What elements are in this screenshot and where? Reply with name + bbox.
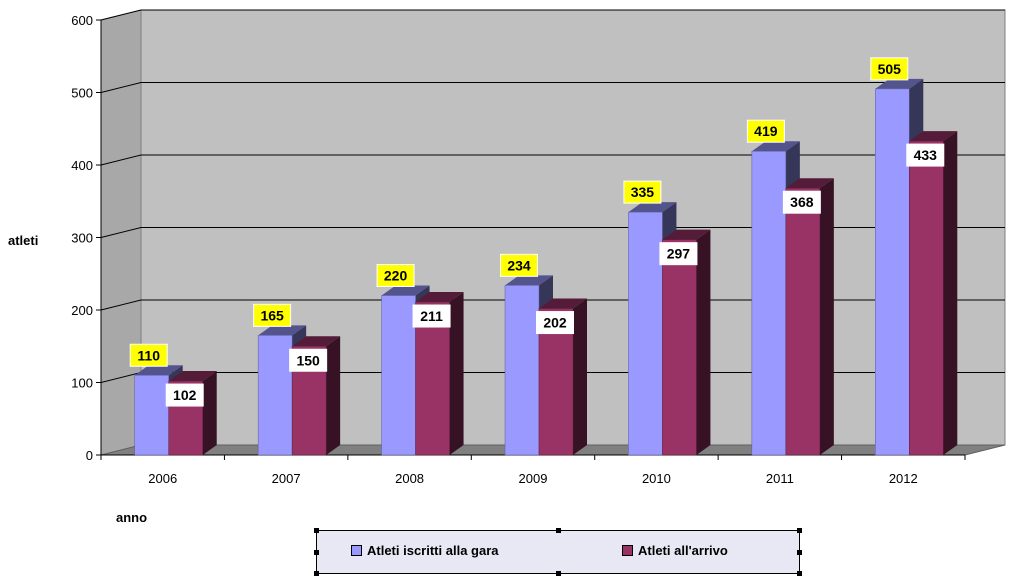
resize-handle[interactable] (797, 571, 802, 576)
bar-arrivo-top (539, 298, 587, 309)
data-label-arrivo-bg (412, 304, 451, 328)
resize-handle[interactable] (556, 528, 561, 533)
bar-arrivo-top (909, 131, 958, 142)
data-label-arrivo: 202 (543, 315, 567, 331)
data-label-arrivo-bg (165, 383, 204, 407)
bar-arrivo (785, 187, 821, 456)
gridline (100, 227, 1005, 238)
data-label-arrivo-bg (659, 242, 698, 266)
data-label-iscritti: 220 (384, 268, 408, 284)
resize-handle[interactable] (314, 528, 319, 533)
x-tick-label: 2012 (889, 471, 918, 486)
bar-iscritti (751, 150, 787, 456)
resize-handle[interactable] (556, 571, 561, 576)
bar-iscritti-top (628, 202, 677, 213)
bar-iscritti (257, 335, 293, 456)
y-tick-label: 600 (71, 13, 93, 28)
y-tick-label: 0 (86, 448, 93, 463)
resize-handle[interactable] (797, 528, 802, 533)
x-axis-title: anno (116, 510, 147, 525)
legend-swatch-arrivo (622, 545, 633, 556)
gridline (100, 154, 1005, 166)
bar-arrivo (909, 140, 944, 456)
bar-iscritti-top (751, 141, 800, 152)
y-tick-label: 300 (71, 231, 93, 246)
bar-iscritti (504, 285, 540, 456)
resize-handle[interactable] (797, 550, 802, 555)
data-label-arrivo-bg (289, 348, 328, 372)
bar-iscritti (134, 375, 169, 456)
data-label-arrivo: 150 (296, 352, 320, 368)
bar-arrivo-side (696, 229, 711, 455)
x-tick-label: 2008 (395, 471, 424, 486)
data-label-iscritti-bg (870, 57, 909, 81)
legend-swatch-iscritti (351, 545, 362, 556)
data-label-arrivo: 102 (173, 387, 197, 403)
y-tick-label: 500 (71, 86, 93, 101)
gridline (100, 9, 1005, 21)
data-label-iscritti: 505 (878, 61, 902, 77)
bar-iscritti-top (381, 285, 430, 296)
data-label-iscritti-bg (253, 303, 292, 327)
legend-label-iscritti: Atleti iscritti alla gara (367, 543, 499, 558)
data-label-iscritti: 335 (631, 184, 655, 200)
data-label-arrivo-bg (782, 190, 821, 214)
data-label-arrivo-bg (906, 143, 945, 167)
data-label-iscritti: 234 (507, 257, 531, 273)
bar-iscritti-top (875, 78, 924, 89)
bar-arrivo (662, 239, 697, 456)
data-label-iscritti: 165 (260, 307, 284, 323)
bar-arrivo-side (943, 131, 958, 455)
x-tick-label: 2011 (766, 471, 794, 486)
bar-arrivo-top (662, 229, 711, 240)
legend-item-iscritti: Atleti iscritti alla gara (351, 543, 499, 558)
data-label-iscritti-bg (623, 180, 662, 204)
data-label-arrivo-bg (536, 311, 574, 335)
bar-iscritti-top (134, 365, 183, 376)
data-label-arrivo: 368 (790, 194, 814, 210)
bar-arrivo-side (819, 178, 834, 455)
bar-arrivo-top (785, 178, 834, 189)
data-label-arrivo: 297 (667, 246, 691, 262)
legend[interactable]: Atleti iscritti alla gara Atleti all'arr… (314, 528, 802, 576)
data-label-iscritti: 419 (754, 123, 778, 139)
bar-iscritti-top (505, 275, 553, 286)
data-label-iscritti-bg (376, 264, 415, 287)
gridline (100, 82, 1005, 93)
x-tick-label: 2006 (148, 471, 177, 486)
bar-arrivo-side (202, 371, 217, 455)
y-tick-label: 200 (71, 303, 93, 318)
bar-arrivo-top (292, 336, 341, 347)
x-tick-label: 2009 (519, 471, 548, 486)
bar-arrivo-side (326, 336, 341, 455)
gridline (100, 299, 1005, 311)
bar-iscritti-top (258, 325, 307, 336)
data-label-iscritti-bg (500, 253, 538, 277)
resize-handle[interactable] (314, 571, 319, 576)
data-label-arrivo: 211 (420, 308, 443, 324)
bar-arrivo-top (415, 292, 464, 303)
bar-arrivo-side (573, 298, 587, 455)
data-label-arrivo: 433 (914, 147, 938, 163)
bar-iscritti (875, 88, 910, 456)
bar-arrivo-top (168, 371, 217, 382)
legend-item-arrivo: Atleti all'arrivo (622, 543, 728, 558)
y-tick-label: 100 (71, 376, 93, 391)
data-label-iscritti-bg (746, 119, 785, 143)
bar-iscritti (628, 211, 663, 456)
data-label-iscritti-bg (129, 343, 168, 367)
legend-label-arrivo: Atleti all'arrivo (638, 543, 728, 558)
y-axis-title: atleti (8, 233, 38, 248)
x-tick-label: 2010 (642, 471, 671, 486)
bar-arrivo-side (449, 292, 464, 455)
bar-iscritti (381, 295, 416, 456)
resize-handle[interactable] (314, 550, 319, 555)
data-label-iscritti: 110 (137, 347, 160, 363)
y-tick-label: 400 (71, 158, 93, 173)
x-tick-label: 2007 (272, 471, 301, 486)
